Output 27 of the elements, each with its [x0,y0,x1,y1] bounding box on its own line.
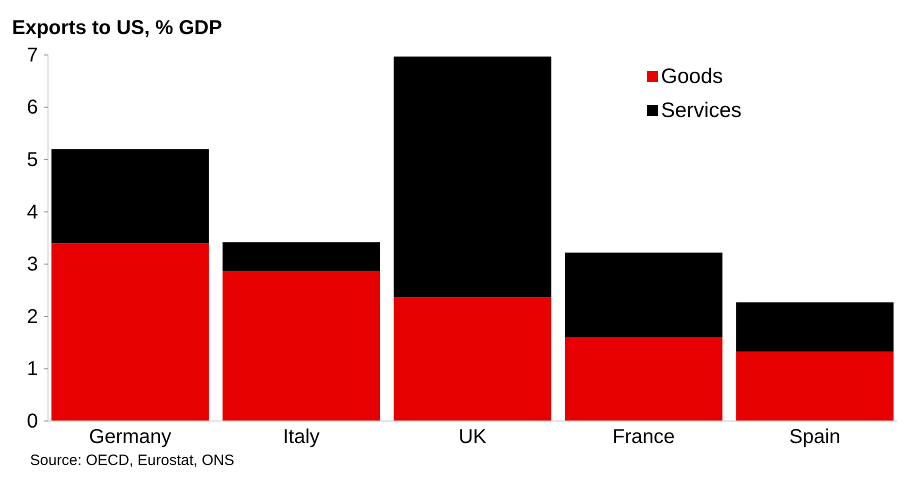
legend-label: Services [661,99,742,122]
chart-title: Exports to US, % GDP [12,17,222,39]
y-tick-label: 1 [26,358,38,380]
bar [222,270,380,421]
legend-label: Goods [661,65,723,88]
bar [564,252,722,338]
y-tick-label: 2 [26,306,38,328]
bar [222,242,380,271]
bar [736,302,894,352]
x-tick-label: Germany [89,426,172,448]
x-tick-label: Italy [282,426,320,448]
bar [394,297,552,421]
y-tick-label: 7 [26,44,38,66]
y-tick-label: 3 [26,254,38,276]
x-tick-label: UK [458,426,488,448]
x-tick-label: Spain [789,426,840,448]
y-tick-label: 4 [26,201,38,224]
bar [736,351,894,421]
x-tick-label: France [612,426,675,448]
source-note: Source: OECD, Eurostat, ONS [30,452,234,469]
bar [51,149,209,244]
y-tick-label: 6 [26,96,38,119]
bar [564,337,722,421]
y-tick-label: 0 [26,410,38,432]
bar [394,56,552,298]
y-tick-label: 5 [26,148,38,171]
bar [51,243,209,421]
